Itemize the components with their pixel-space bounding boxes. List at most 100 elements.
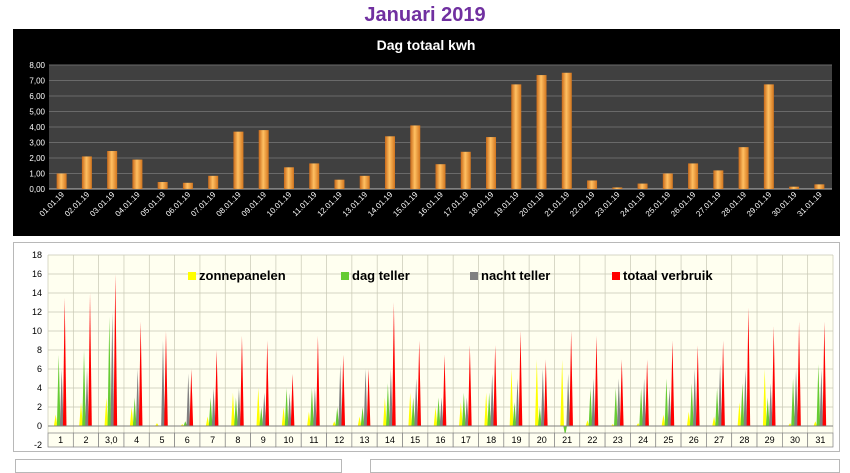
legend-swatch: [612, 271, 620, 280]
x-tick-label: 10.01.19: [265, 190, 294, 219]
bar: [746, 307, 751, 426]
x-tick-label: 25.01.19: [644, 190, 673, 219]
bar: [512, 402, 517, 426]
bar: [309, 163, 320, 189]
bar: [410, 125, 421, 189]
bar: [763, 84, 774, 189]
x-tick-label: 06.01.19: [164, 190, 193, 219]
y-tick-label: 5,00: [29, 108, 45, 117]
bar: [561, 72, 572, 189]
bar: [544, 359, 548, 426]
bar: [692, 369, 697, 426]
bar: [664, 378, 669, 426]
bar: [334, 179, 345, 189]
bar: [797, 321, 801, 426]
x-tick-label: 11: [309, 435, 318, 445]
x-tick-label: 11.01.19: [291, 190, 319, 218]
x-tick-label: 16: [435, 435, 445, 445]
bar: [762, 369, 767, 426]
legend-label: zonnepanelen: [199, 268, 286, 283]
y-tick-label: 16: [32, 269, 42, 279]
bar: [208, 397, 213, 426]
daily-total-chart-svg: Dag totaal kwh 0,00 1,00 2,00 3,00 4,00 5,00 6,…: [29, 37, 832, 219]
bar: [56, 173, 67, 189]
x-tick-label: 21: [562, 435, 572, 445]
y-tick-label: 6: [37, 364, 42, 374]
legend-swatch: [188, 271, 196, 280]
bar: [613, 388, 618, 426]
bar: [822, 321, 827, 426]
bar: [284, 388, 289, 426]
x-tick-label: 17.01.19: [442, 190, 471, 219]
bar: [259, 407, 264, 426]
x-tick-label: 05.01.19: [139, 190, 168, 219]
bar: [107, 316, 112, 426]
bar: [765, 397, 770, 426]
bar: [417, 340, 422, 426]
bar: [686, 411, 691, 426]
bar: [637, 183, 648, 189]
legend-item-totaal-verbruik: totaal verbruik: [612, 268, 713, 283]
bar: [341, 354, 346, 426]
bar: [439, 397, 444, 426]
bar: [616, 378, 621, 426]
bar: [442, 354, 447, 426]
bar: [161, 340, 165, 426]
bar: [411, 397, 416, 426]
bar: [366, 369, 371, 426]
y-tick-label: 18: [32, 250, 42, 260]
bar: [392, 302, 396, 426]
bar: [768, 383, 773, 426]
bar: [563, 426, 567, 436]
x-tick-label: 14.01.19: [366, 190, 395, 219]
bar: [113, 274, 118, 426]
y-tick-label: 2,00: [29, 154, 45, 163]
bar: [290, 373, 295, 426]
x-tick-label: 07.01.19: [189, 190, 218, 219]
x-tick-label: 30.01.19: [770, 190, 799, 219]
x-tick-label: 5: [159, 435, 164, 445]
bar: [164, 331, 168, 426]
x-tick-label: 24: [638, 435, 648, 445]
bar: [612, 187, 623, 189]
bar: [816, 364, 821, 426]
y-tick-label: 4: [37, 383, 42, 393]
bar: [721, 340, 725, 426]
x-tick-label: 13: [360, 435, 370, 445]
x-tick-label: 22.01.19: [568, 190, 597, 219]
bar: [157, 182, 168, 189]
bar: [262, 392, 267, 426]
bar: [771, 326, 776, 426]
bar: [110, 312, 115, 426]
x-tick-label: 3,0: [105, 435, 118, 445]
y-tick-label: 2: [37, 402, 42, 412]
bar: [435, 164, 446, 189]
bar: [738, 147, 749, 189]
bar: [718, 364, 722, 426]
bar: [389, 369, 393, 426]
x-tick-label: 7: [210, 435, 215, 445]
y-tick-label: 0,00: [29, 185, 45, 194]
bar: [307, 411, 311, 426]
bar: [789, 186, 800, 189]
x-tick-label: 23: [613, 435, 623, 445]
bar: [541, 369, 545, 426]
x-tick-label: 31.01.19: [795, 190, 824, 219]
bar: [335, 407, 340, 426]
bottom-panel-right: [370, 459, 840, 473]
bar: [155, 423, 159, 426]
bar: [486, 137, 497, 189]
bar: [313, 388, 317, 426]
x-tick-label: 1: [58, 435, 63, 445]
x-tick-label: 29: [765, 435, 775, 445]
bar: [237, 388, 241, 426]
bar: [509, 369, 514, 426]
bar: [186, 373, 191, 426]
bar: [56, 354, 61, 426]
bar: [384, 136, 395, 189]
x-tick-label: 30: [790, 435, 800, 445]
x-tick-label: 6: [185, 435, 190, 445]
bar: [515, 378, 520, 426]
y-tick-label: 1,00: [29, 170, 45, 179]
